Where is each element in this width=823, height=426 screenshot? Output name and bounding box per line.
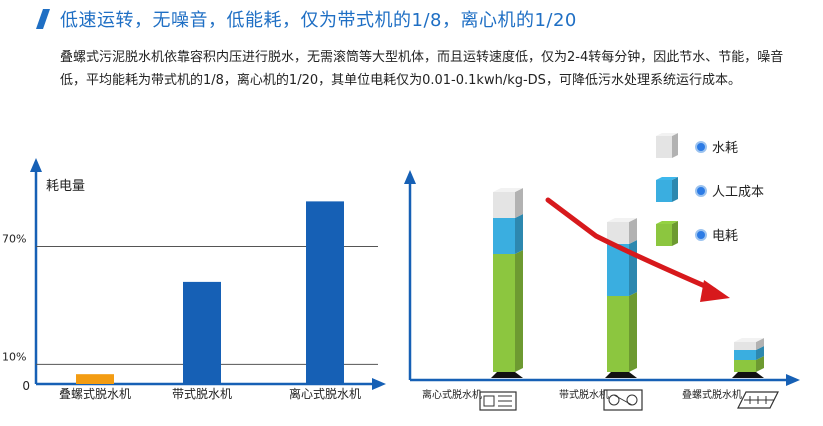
- segment-front: [607, 244, 629, 296]
- segment-side: [756, 356, 764, 372]
- category-label: 离心式脱水机: [422, 388, 482, 401]
- legend-item: 人工成本: [656, 177, 764, 202]
- legend-bullet-icon: [695, 185, 707, 197]
- segment-top: [734, 338, 764, 342]
- section-title: 低速运转，无噪音，低能耗，仅为带式机的1/8，离心机的1/20: [60, 10, 577, 31]
- legend-swatch: [656, 180, 672, 202]
- category-label: 带式脱水机: [172, 386, 232, 401]
- reference-line-label: 70%: [2, 233, 26, 246]
- legend-swatch-side: [672, 221, 678, 246]
- category-label: 带式脱水机: [559, 388, 609, 401]
- segment-side: [515, 188, 523, 218]
- legend-label: 人工成本: [712, 185, 764, 200]
- stacked-column: [605, 218, 637, 378]
- legend-bullet-icon: [695, 141, 707, 153]
- stacked-column: [491, 188, 523, 378]
- column-shadow: [732, 372, 764, 378]
- trend-arrow-line: [545, 197, 717, 293]
- x-axis-arrow: [372, 378, 386, 390]
- segment-top: [607, 218, 637, 222]
- column-shadow: [605, 372, 637, 378]
- bar: [76, 374, 114, 384]
- y-axis-2-arrow: [404, 170, 416, 184]
- legend-swatch-side: [672, 177, 678, 202]
- legend-item: 电耗: [656, 221, 738, 246]
- centrifuge-machine-icon: [479, 391, 517, 411]
- bar: [183, 281, 221, 384]
- segment-top: [493, 188, 523, 192]
- legend-swatch: [656, 136, 672, 158]
- trend-arrow-head: [700, 280, 730, 302]
- segment-side: [515, 214, 523, 254]
- segment-side: [629, 292, 637, 372]
- legend-bullet-icon: [695, 229, 707, 241]
- segment-front: [734, 342, 756, 350]
- category-label: 离心式脱水机: [289, 386, 361, 401]
- legend-swatch: [656, 224, 672, 246]
- legend-item: 水耗: [656, 133, 738, 158]
- legend-swatch-top: [656, 133, 678, 136]
- reference-line-label: 10%: [2, 350, 26, 363]
- segment-front: [607, 222, 629, 244]
- segment-front: [493, 254, 515, 372]
- legend-swatch-side: [672, 133, 678, 158]
- category-label: 叠螺式脱水机: [682, 388, 742, 401]
- origin-label: 0: [22, 379, 30, 393]
- segment-front: [493, 218, 515, 254]
- segment-side: [515, 250, 523, 372]
- segment-side: [756, 346, 764, 360]
- stacked-column: [732, 338, 764, 378]
- legend-label: 电耗: [712, 229, 738, 244]
- section-header: 低速运转，无噪音，低能耗，仅为带式机的1/8，离心机的1/20: [36, 6, 577, 32]
- segment-front: [493, 192, 515, 218]
- screw-press-machine-icon: [737, 391, 779, 409]
- description-paragraph: 叠螺式污泥脱水机依靠容积内压进行脱水，无需滚筒等大型机体，而且运转速度低，仅为2…: [60, 50, 784, 88]
- y-axis-label: 耗电量: [46, 179, 85, 194]
- segment-front: [607, 296, 629, 372]
- x-axis-2-arrow: [786, 374, 800, 386]
- belt-press-machine-icon: [603, 389, 643, 411]
- bar: [306, 201, 344, 384]
- segment-side: [629, 218, 637, 244]
- legend-swatch-top: [656, 221, 678, 224]
- column-shadow: [491, 372, 523, 378]
- category-label: 叠螺式脱水机: [59, 386, 131, 401]
- legend-swatch-top: [656, 177, 678, 180]
- segment-side: [629, 240, 637, 296]
- y-axis-arrow: [30, 158, 42, 172]
- legend-label: 水耗: [712, 141, 738, 156]
- segment-front: [734, 350, 756, 360]
- segment-front: [734, 360, 756, 372]
- slash-icon: [36, 9, 50, 29]
